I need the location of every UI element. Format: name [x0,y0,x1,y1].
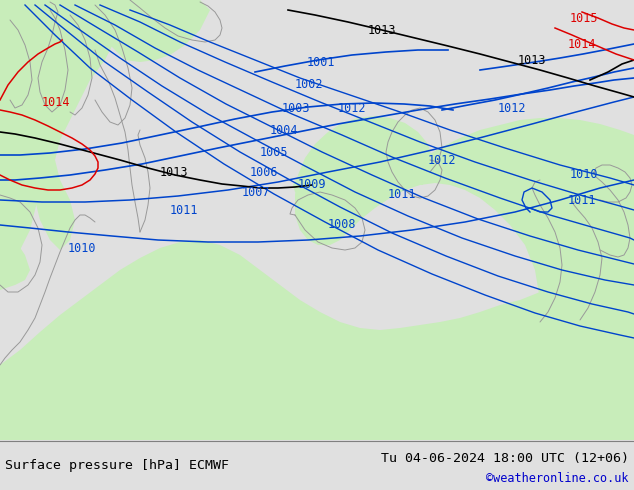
Text: 1013: 1013 [518,53,547,67]
Polygon shape [0,240,634,440]
Text: ©weatheronline.co.uk: ©weatheronline.co.uk [486,471,629,485]
Text: 1008: 1008 [328,219,356,231]
Text: 1012: 1012 [498,101,526,115]
Polygon shape [0,0,210,170]
Text: 1006: 1006 [250,166,278,178]
Polygon shape [344,135,380,162]
Text: 1014: 1014 [568,38,597,50]
Text: 1011: 1011 [388,189,417,201]
Polygon shape [0,0,30,170]
Polygon shape [295,0,634,440]
Polygon shape [25,0,120,250]
Text: 1010: 1010 [68,242,96,254]
Text: 1007: 1007 [242,186,271,198]
Text: Tu 04-06-2024 18:00 UTC (12+06): Tu 04-06-2024 18:00 UTC (12+06) [381,451,629,465]
Polygon shape [293,172,330,198]
Text: 1004: 1004 [270,123,299,137]
Text: 1014: 1014 [42,96,70,108]
Text: 1012: 1012 [338,101,366,115]
Text: 1011: 1011 [568,194,597,206]
Text: 1009: 1009 [298,178,327,192]
Text: 1012: 1012 [428,153,456,167]
Text: 1013: 1013 [368,24,396,36]
Text: 1003: 1003 [282,101,311,115]
Text: Surface pressure [hPa] ECMWF: Surface pressure [hPa] ECMWF [5,459,229,471]
Text: 1010: 1010 [570,169,598,181]
Text: 1011: 1011 [170,203,198,217]
Text: 1015: 1015 [570,11,598,24]
Polygon shape [0,0,95,285]
Text: 1001: 1001 [307,55,335,69]
Polygon shape [0,225,30,290]
Text: 1013: 1013 [160,166,188,178]
Text: 1002: 1002 [295,78,323,92]
Text: 1005: 1005 [260,146,288,158]
